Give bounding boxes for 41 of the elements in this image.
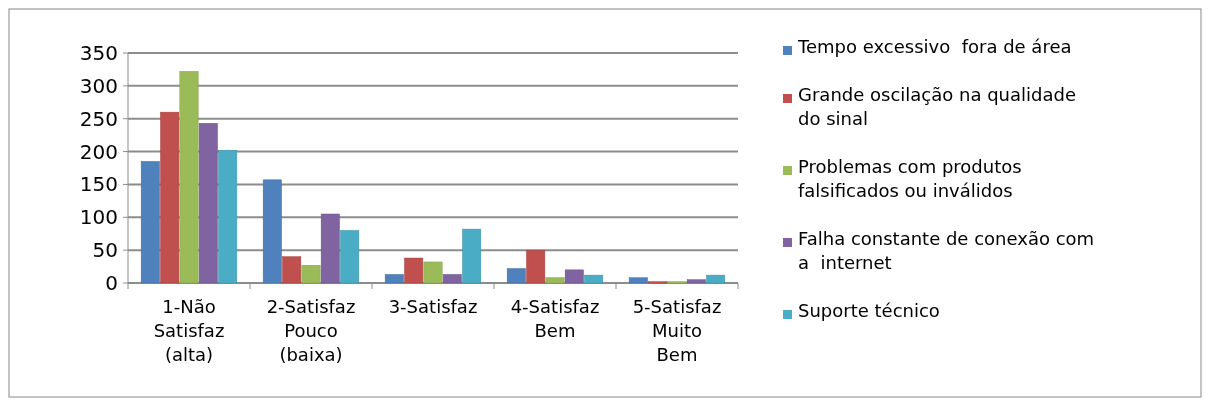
bar: [564, 269, 584, 284]
bar: [442, 274, 462, 284]
y-tick-label: 150: [79, 172, 118, 197]
y-tick-label: 0: [105, 271, 118, 295]
y-tick-label: 50: [92, 238, 118, 263]
bar: [526, 249, 546, 284]
x-tick-label: 4-Satisfaz Bem: [510, 296, 600, 341]
bar: [320, 213, 340, 284]
bar: [462, 228, 482, 284]
x-tick-label: 1-Não Satisfaz (alta): [153, 296, 225, 365]
y-tick-label: 250: [79, 106, 118, 131]
bar: [545, 277, 565, 284]
bar: [160, 111, 180, 284]
bar: [179, 71, 199, 284]
bar: [262, 179, 282, 284]
legend-label: Problemas com produtos falsificados ou inválidos: [798, 156, 1022, 201]
y-tick-label: 350: [79, 41, 118, 65]
y-tick-label: 100: [79, 205, 118, 230]
bar: [628, 277, 648, 284]
legend-label: Tempo excessivo fora de área: [797, 36, 1072, 57]
bar: [584, 274, 604, 284]
bar: [686, 279, 706, 284]
bar: [282, 256, 302, 284]
y-tick-label: 200: [79, 139, 118, 164]
x-tick-label: 3-Satisfaz: [388, 296, 478, 317]
bar: [706, 274, 726, 284]
x-tick-label: 2-Satisfaz Pouco (baixa): [266, 296, 356, 365]
legend-label: Falha constante de conexão com a internet: [798, 228, 1095, 273]
bar: [301, 265, 321, 284]
bar: [404, 257, 424, 284]
bar: [198, 123, 218, 284]
bar: [506, 268, 526, 284]
bar: [140, 161, 160, 284]
y-tick-label: 300: [79, 73, 118, 98]
bar: [423, 261, 443, 284]
x-tick-label: 5-Satisfaz Muito Bem: [632, 296, 722, 365]
bar: [218, 150, 238, 284]
legend-label: Suporte técnico: [798, 300, 940, 321]
bar: [384, 274, 404, 284]
bar: [340, 230, 360, 284]
legend-label: Grande oscilação na qualidade do sinal: [798, 84, 1076, 129]
